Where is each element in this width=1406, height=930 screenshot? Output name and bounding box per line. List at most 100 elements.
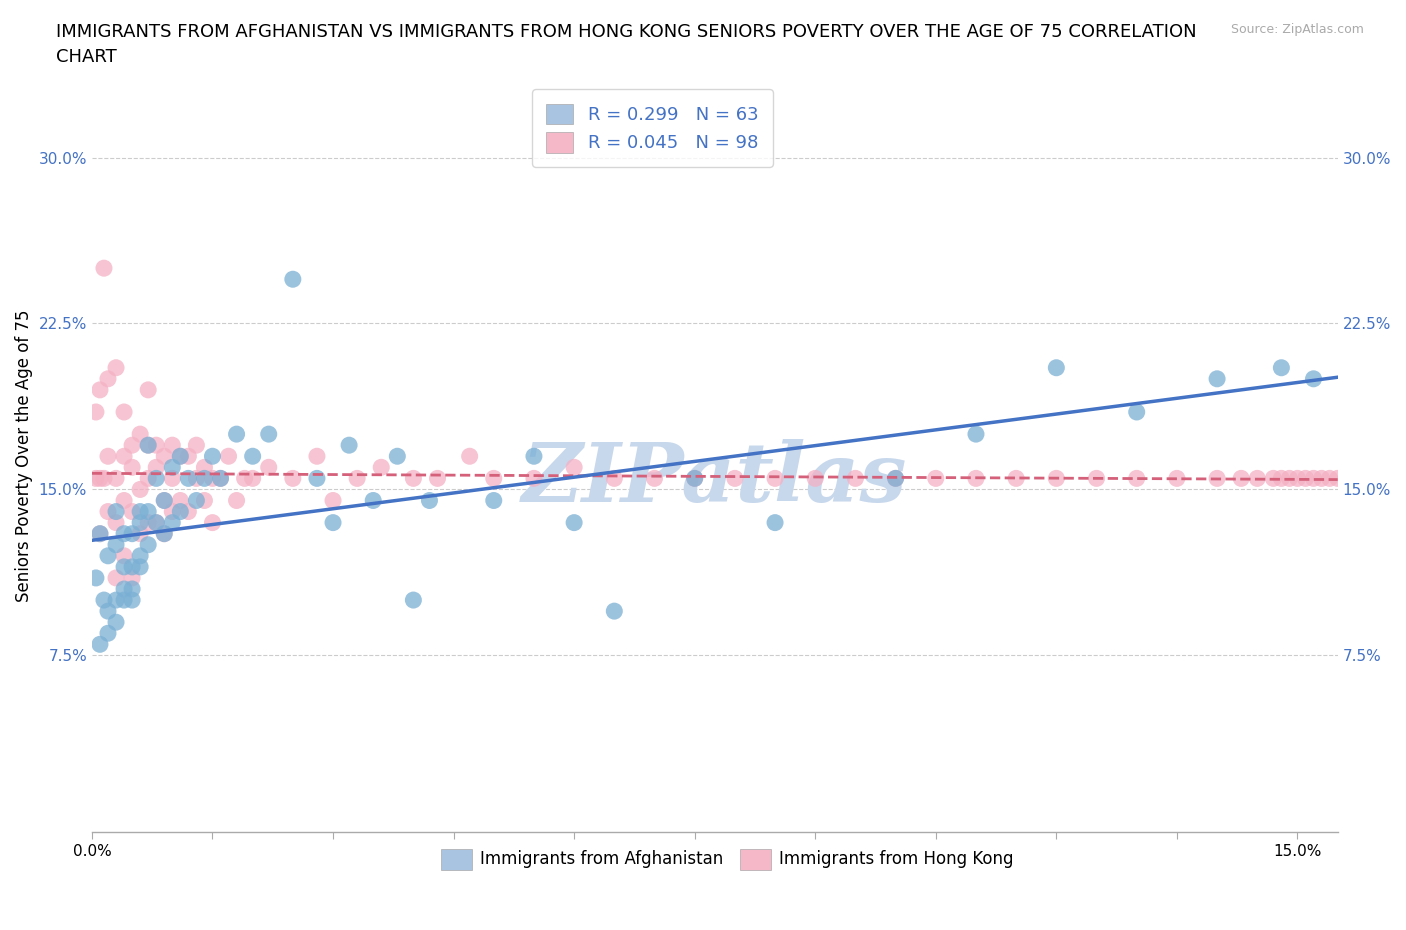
Point [1085,471,1108,485]
Point [105,592,128,607]
Point [209,471,232,485]
Point [322,515,344,530]
Point [145,471,167,485]
Point [426,471,449,485]
Point [136,515,159,530]
Point [225,493,247,508]
Point [97,626,120,641]
Point [93,471,115,485]
Point [523,449,546,464]
Point [1125,471,1147,485]
Point [153,526,176,541]
Point [1295,471,1317,485]
Point [145,515,167,530]
Point [97,449,120,464]
Point [1263,471,1285,485]
Point [1302,371,1324,386]
Point [105,360,128,375]
Point [1310,471,1333,485]
Text: Immigrants from Hong Kong: Immigrants from Hong Kong [779,850,1014,869]
Point [201,449,224,464]
Point [121,581,143,596]
Point [112,592,135,607]
Point [169,449,191,464]
Point [1230,471,1253,485]
Point [84,570,107,585]
Point [193,493,215,508]
Point [89,637,111,652]
Point [112,405,135,419]
Point [112,549,135,564]
Point [112,493,135,508]
Point [121,459,143,474]
Point [177,504,200,519]
Point [201,515,224,530]
Point [257,459,280,474]
Point [209,471,232,485]
Point [129,427,152,442]
Point [1045,360,1067,375]
Point [162,471,184,485]
Point [1206,371,1229,386]
Point [153,493,176,508]
Point [112,526,135,541]
Point [105,538,128,552]
Point [93,592,115,607]
Point [603,471,626,485]
Point [402,592,425,607]
Point [242,449,264,464]
Point [370,459,392,474]
Point [1206,471,1229,485]
Point [458,449,481,464]
Point [153,493,176,508]
Point [97,371,120,386]
Point [763,471,786,485]
Point [218,449,240,464]
Point [1005,471,1028,485]
Point [145,438,167,453]
Point [225,427,247,442]
Point [804,471,827,485]
Point [562,515,585,530]
Point [257,427,280,442]
Point [402,471,425,485]
Point [162,504,184,519]
Point [121,504,143,519]
Point [1319,471,1341,485]
Point [523,471,546,485]
Point [884,471,907,485]
Point [129,526,152,541]
Point [305,449,328,464]
Text: ZIPatlas: ZIPatlas [522,439,907,519]
Point [136,538,159,552]
Point [136,504,159,519]
Point [169,504,191,519]
Point [97,504,120,519]
Point [884,471,907,485]
Point [136,382,159,397]
Point [162,459,184,474]
Point [346,471,368,485]
Point [1367,471,1389,485]
Point [603,604,626,618]
Point [84,471,107,485]
Point [169,449,191,464]
Point [965,471,987,485]
Point [1270,471,1292,485]
Point [305,471,328,485]
Point [105,570,128,585]
Point [129,515,152,530]
Point [281,272,304,286]
Point [112,560,135,575]
Text: CHART: CHART [56,48,117,66]
Point [89,382,111,397]
Point [89,526,111,541]
Point [337,438,360,453]
Point [1351,471,1374,485]
Point [562,459,585,474]
Text: Source: ZipAtlas.com: Source: ZipAtlas.com [1230,23,1364,36]
Point [242,471,264,485]
Point [186,471,208,485]
Point [1343,471,1365,485]
Point [387,449,409,464]
